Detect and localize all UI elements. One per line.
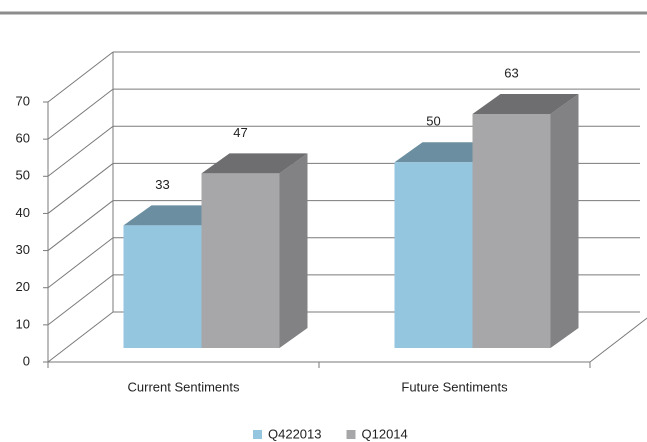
grid-diagonal — [47, 200, 114, 251]
grid-diagonal — [47, 163, 114, 214]
bar-side — [550, 94, 579, 348]
bar-top — [472, 94, 579, 114]
legend-label: Q12014 — [362, 426, 408, 441]
bar — [201, 173, 280, 348]
legend-label: Q422013 — [268, 426, 322, 441]
bar — [394, 162, 473, 348]
floor-edge — [589, 317, 647, 363]
legend-swatch — [346, 430, 356, 439]
bar-side — [279, 153, 308, 348]
bars — [123, 94, 579, 348]
data-label: 50 — [426, 114, 440, 129]
bar-top — [201, 153, 308, 174]
data-label: 63 — [504, 65, 518, 80]
bar — [123, 225, 202, 348]
data-label: 33 — [155, 177, 169, 192]
labels: Current Sentiments 33 47 Future Sentiments 5… — [128, 65, 519, 441]
y-tick-label: 50 — [16, 168, 30, 183]
y-tick-label: 30 — [16, 242, 30, 257]
grid-diagonal — [47, 311, 114, 363]
y-tick-label: 40 — [16, 205, 30, 220]
grid-diagonal — [47, 88, 114, 140]
grid-diagonal — [47, 274, 114, 326]
y-tick-label: 0 — [23, 353, 30, 368]
grid-diagonal — [47, 51, 114, 103]
data-label: 47 — [233, 125, 247, 140]
x-tick-label: Future Sentiments — [401, 379, 508, 394]
x-tick-label: Current Sentiments — [128, 379, 240, 394]
y-tick-label: 10 — [16, 316, 30, 331]
y-tick-label: 20 — [16, 279, 30, 294]
y-tick-label: 70 — [16, 93, 30, 108]
grid-diagonal — [47, 237, 114, 289]
legend-swatch — [253, 430, 262, 439]
y-tick-label: 60 — [16, 131, 30, 146]
bar — [472, 114, 551, 348]
grid-diagonal — [47, 125, 114, 177]
